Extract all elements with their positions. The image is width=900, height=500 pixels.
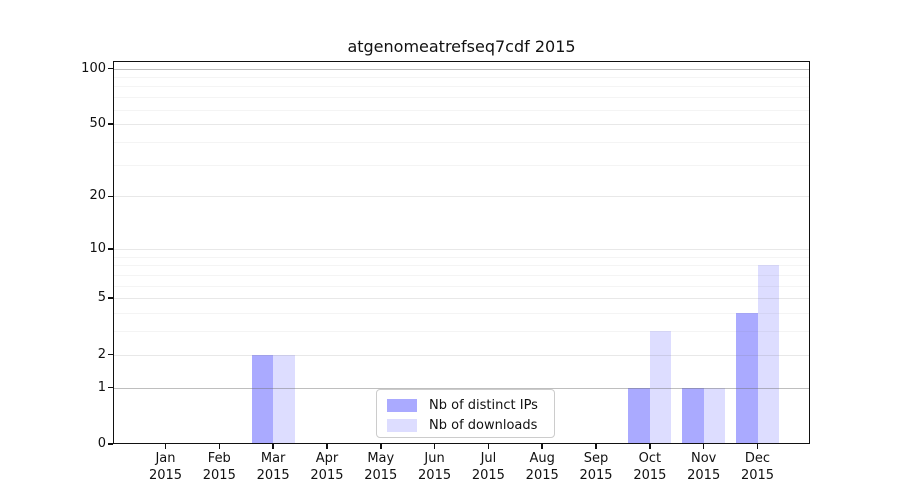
gridline-y-80 bbox=[113, 86, 810, 88]
x-tick-mark-jan bbox=[164, 444, 167, 449]
bar-downloads-mar bbox=[273, 354, 295, 444]
legend-swatch-distinct-ips bbox=[387, 398, 417, 412]
x-tick-mark-mar bbox=[272, 444, 274, 449]
x-tick-label-apr: Apr 2015 bbox=[310, 451, 344, 483]
bar-distinct-ips-oct bbox=[628, 387, 650, 444]
y-tick-mark-1 bbox=[108, 386, 113, 389]
bar-distinct-ips-dec bbox=[736, 313, 758, 444]
x-tick-label-may: May 2015 bbox=[364, 451, 398, 483]
gridline-y-2 bbox=[113, 354, 810, 356]
gridline-y-4 bbox=[113, 313, 810, 315]
y-tick-mark-100 bbox=[108, 67, 113, 70]
bar-downloads-nov bbox=[703, 387, 726, 444]
x-tick-label-oct: Oct 2015 bbox=[633, 451, 667, 483]
x-tick-mark-feb bbox=[218, 444, 221, 449]
x-tick-mark-may bbox=[380, 444, 382, 449]
plot-area bbox=[113, 61, 810, 444]
y-tick-label-50: 50 bbox=[89, 116, 106, 132]
gridline-y-40 bbox=[113, 141, 810, 143]
y-tick-mark-50 bbox=[108, 123, 113, 125]
gridline-y-30 bbox=[113, 164, 810, 166]
x-tick-label-dec: Dec 2015 bbox=[740, 451, 775, 483]
y-tick-label-5: 5 bbox=[97, 290, 106, 306]
y-tick-mark-10 bbox=[108, 248, 113, 250]
y-tick-label-1: 1 bbox=[97, 379, 106, 395]
gridline-y-60 bbox=[113, 109, 810, 111]
y-tick-label-10: 10 bbox=[89, 240, 106, 256]
x-tick-mark-oct bbox=[649, 444, 651, 449]
y-tick-label-20: 20 bbox=[89, 188, 106, 204]
gridline-y-90 bbox=[113, 76, 810, 78]
legend-label-distinct-ips: Nb of distinct IPs bbox=[429, 397, 538, 413]
gridline-y-5 bbox=[113, 298, 810, 300]
x-tick-label-aug: Aug 2015 bbox=[525, 451, 559, 483]
x-tick-label-nov: Nov 2015 bbox=[687, 451, 721, 483]
y-tick-mark-2 bbox=[108, 353, 113, 356]
x-tick-mark-aug bbox=[541, 444, 543, 449]
legend-box: Nb of distinct IPs Nb of downloads bbox=[376, 389, 555, 438]
x-tick-mark-apr bbox=[326, 444, 328, 449]
y-tick-mark-5 bbox=[108, 297, 113, 299]
y-tick-mark-0 bbox=[108, 443, 113, 445]
gridline-y-100 bbox=[113, 68, 810, 70]
gridline-y-7 bbox=[113, 274, 810, 276]
x-tick-label-feb: Feb 2015 bbox=[202, 451, 236, 483]
y-tick-label-100: 100 bbox=[81, 60, 106, 76]
x-tick-label-mar: Mar 2015 bbox=[256, 451, 290, 483]
gridline-y-9 bbox=[113, 256, 810, 258]
legend-swatch-downloads bbox=[387, 418, 417, 432]
x-tick-mark-jun bbox=[433, 444, 436, 449]
gridline-y-20 bbox=[113, 196, 810, 198]
x-tick-mark-nov bbox=[702, 444, 705, 449]
bar-distinct-ips-mar bbox=[251, 354, 274, 444]
bar-downloads-dec bbox=[757, 265, 779, 444]
legend-item-distinct-ips: Nb of distinct IPs bbox=[377, 395, 554, 415]
x-tick-label-jun: Jun 2015 bbox=[418, 451, 452, 483]
bar-downloads-oct bbox=[649, 331, 672, 444]
gridline-y-10 bbox=[113, 248, 810, 250]
gridline-y-70 bbox=[113, 97, 810, 99]
legend-item-downloads: Nb of downloads bbox=[377, 415, 554, 435]
x-tick-label-sep: Sep 2015 bbox=[579, 451, 613, 483]
y-tick-mark-20 bbox=[108, 195, 113, 198]
gridline-y-3 bbox=[113, 331, 810, 333]
gridline-y-8 bbox=[113, 265, 810, 267]
y-tick-label-0: 0 bbox=[97, 436, 106, 451]
gridline-y-1 bbox=[113, 387, 810, 389]
x-tick-mark-jul bbox=[487, 444, 490, 449]
x-tick-mark-sep bbox=[595, 444, 597, 449]
x-tick-mark-dec bbox=[756, 444, 759, 449]
bar-distinct-ips-nov bbox=[682, 387, 704, 444]
gridline-y-50 bbox=[113, 124, 810, 126]
x-tick-label-jan: Jan 2015 bbox=[148, 451, 183, 483]
x-tick-label-jul: Jul 2015 bbox=[471, 451, 505, 483]
legend-label-downloads: Nb of downloads bbox=[429, 417, 538, 433]
gridline-y-6 bbox=[113, 285, 810, 287]
chart-title: atgenomeatrefseq7cdf 2015 bbox=[347, 37, 576, 56]
y-tick-label-2: 2 bbox=[97, 346, 106, 362]
